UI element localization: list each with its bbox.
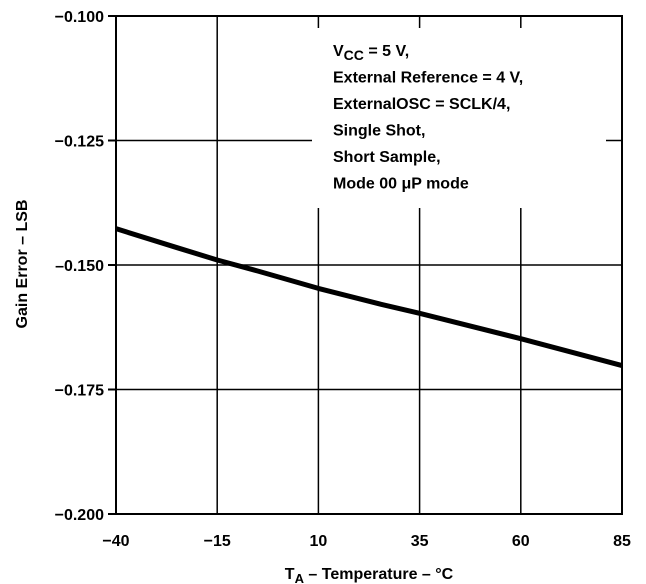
y-tick-label: −0.200 [55,507,104,524]
annotation-line: VCC = 5 V, [333,43,409,63]
annotation-line: ExternalOSC = SCLK/4, [333,96,510,113]
x-axis-label-main: T [285,566,295,583]
x-tick-label: −40 [102,533,129,550]
annotation-line: External Reference = 4 V, [333,70,523,87]
y-axis-label: Gain Error – LSB [14,200,31,329]
x-tick-label: 60 [512,533,530,550]
x-axis-label-sub: A [295,571,305,584]
x-tick-label: 85 [613,533,631,550]
x-tick-label: −15 [204,533,231,550]
y-tick-label: −0.175 [55,383,104,400]
series-line [115,226,623,369]
x-tick-labels: −40 −15 10 35 60 85 [102,533,631,550]
annotation-line: Short Sample, [333,149,441,166]
y-tick-label: −0.100 [55,9,104,26]
annotation-line: Mode 00 μP mode [333,176,469,193]
x-axis-label-rest: – Temperature – °C [304,566,454,583]
annotation-text: VCC = 5 V, External Reference = 4 V, Exter… [333,43,523,193]
annotation-line: Single Shot, [333,123,425,140]
y-tick-label: −0.125 [55,134,104,151]
tick-marks [108,15,116,515]
x-tick-label: 35 [411,533,429,550]
x-axis-label: TA – Temperature – °C [285,566,454,584]
x-tick-label: 10 [310,533,328,550]
y-tick-labels: −0.100 −0.125 –0.150 −0.175 −0.200 [55,9,104,524]
y-tick-label: –0.150 [55,258,104,275]
annotation-box [312,28,606,208]
